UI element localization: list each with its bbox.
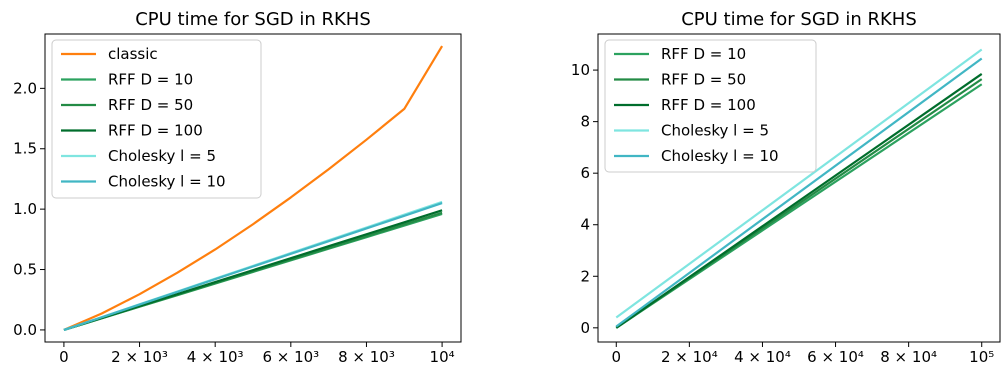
y-tick-label: 2.0 [13,79,37,97]
legend-label: RFF D = 100 [661,96,756,114]
chart-1: CPU time for SGD in RKHS 0 2 × 10³ 4 × 10³ 6… [13,9,462,366]
chart-title: CPU time for SGD in RKHS [135,9,371,30]
legend-label: RFF D = 100 [108,122,203,140]
series-line [615,57,983,328]
legend-label: RFF D = 50 [108,96,193,114]
chart-2: CPU time for SGD in RKHS 0 2 × 10⁴ 4 × 10⁴ 6… [571,9,1001,366]
legend-label: Cholesky l = 10 [661,147,779,165]
series-line [615,73,983,329]
series-group [615,48,983,329]
x-tick-label: 8 × 10⁴ [880,348,937,366]
x-tick-label: 10⁴ [430,348,455,366]
legend-box [604,39,817,173]
y-tick-label: 1.5 [13,140,37,158]
x-tick-label: 4 × 10³ [187,348,244,366]
axes-frame [597,33,1001,343]
x-tick-label: 0 [59,348,69,366]
x-tick-label: 0 [611,348,621,366]
series-line [63,202,443,331]
legend-label: RFF D = 50 [661,71,746,89]
x-tick-label: 4 × 10⁴ [734,348,791,366]
y-tick-label: 0.0 [13,321,37,339]
series-line [63,209,443,331]
x-tick-label: 10⁵ [969,348,994,366]
x-tick-label: 8 × 10³ [338,348,395,366]
y-tick-label: 10 [571,61,590,79]
x-tick-label: 6 × 10⁴ [807,348,864,366]
x-tick-label: 2 × 10³ [111,348,168,366]
legend-box [51,39,262,199]
y-tick-label: 0.5 [13,261,37,279]
legend-label: Cholesky l = 5 [661,122,769,140]
chart-title: CPU time for SGD in RKHS [681,9,917,30]
legend-label: classic [108,45,158,63]
y-tick-label: 4 [580,216,590,234]
series-line [615,48,983,319]
legend-label: Cholesky l = 5 [108,147,216,165]
series-group [63,45,444,331]
legend-label: RFF D = 10 [108,71,193,89]
series-line [63,45,444,331]
y-tick-label: 6 [580,164,590,182]
axes-frame [44,33,462,343]
y-tick-label: 8 [580,113,590,131]
y-tick-label: 2 [580,267,590,285]
x-tick-label: 6 × 10³ [262,348,319,366]
y-tick-label: 1.0 [13,200,37,218]
x-tick-label: 2 × 10⁴ [661,348,718,366]
y-tick-label: 0 [580,319,590,337]
legend-label: Cholesky l = 10 [108,173,226,191]
legend-label: RFF D = 10 [661,45,746,63]
